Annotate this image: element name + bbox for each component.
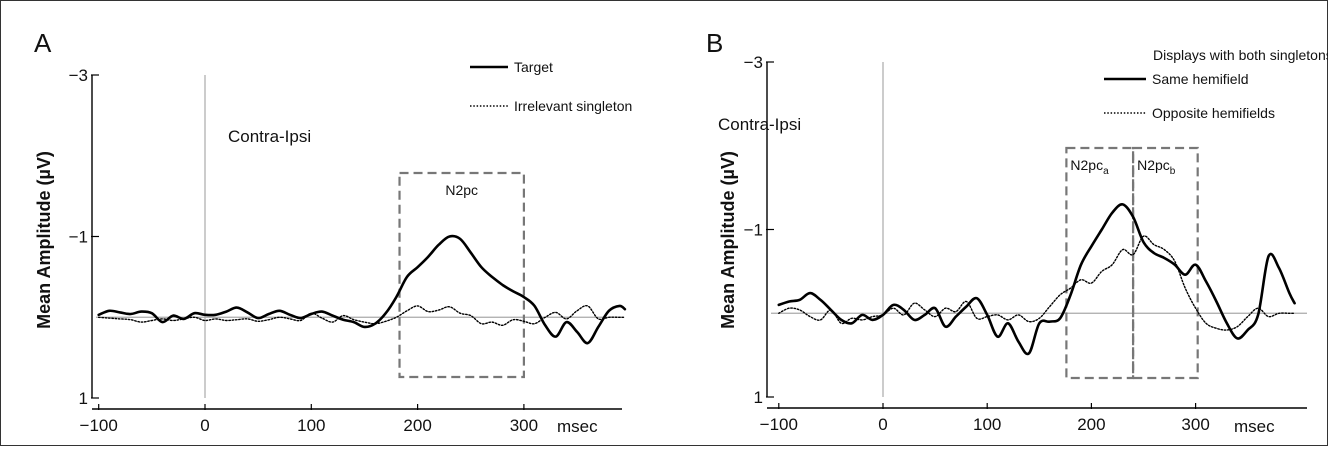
window-label-subscript: b [1170, 166, 1176, 177]
window-label: N2pcb [1137, 157, 1176, 177]
x-tick-label: 200 [1077, 415, 1105, 434]
contra-ipsi-annotation: Contra-Ipsi [228, 127, 311, 146]
x-tick-label: 300 [1181, 415, 1209, 434]
analysis-window [1131, 146, 1199, 380]
x-unit-label: msec [1234, 417, 1275, 436]
x-tick-label: 100 [297, 416, 325, 435]
legend-title: Displays with both singletons [1153, 47, 1328, 63]
y-tick-label: 1 [79, 389, 88, 408]
analysis-window [398, 171, 525, 379]
y-tick-label: −3 [69, 66, 88, 85]
y-tick-label: 1 [754, 388, 763, 407]
y-axis-label: Mean Amplitude (µV) [34, 151, 54, 329]
legend-entry-label: Irrelevant singleton [514, 98, 632, 114]
legend-entry-label: Target [514, 59, 553, 75]
series-line-irrelevant-singleton [98, 304, 626, 327]
window-label: N2pc [445, 182, 478, 198]
legend-entry-label: Same hemifield [1152, 71, 1249, 87]
chart-panel-B: B −3 −1 1 −100 0 100 200 300 msec Mean Amplitude (… [706, 28, 1328, 436]
panel-letter: B [706, 28, 723, 58]
panel-letter: A [34, 28, 52, 58]
x-tick-label: −100 [80, 416, 118, 435]
series-line-opposite-hemifields [778, 235, 1296, 331]
panels: A −3 −1 1 −100 0 100 200 300 msec Mean Amplitude (… [34, 28, 1328, 436]
x-unit-label: msec [557, 417, 598, 436]
series-line-target [97, 234, 627, 345]
chart-panel-A: A −3 −1 1 −100 0 100 200 300 msec Mean Amplitude (… [34, 28, 632, 436]
series-line-same-hemifield [777, 203, 1296, 356]
x-tick-label: 0 [878, 415, 887, 434]
analysis-window [1065, 146, 1135, 380]
y-tick-label: −1 [744, 221, 763, 240]
x-tick-label: 100 [973, 415, 1001, 434]
contra-ipsi-annotation: Contra-Ipsi [718, 115, 801, 134]
x-tick-label: 0 [200, 416, 209, 435]
window-label-subscript: a [1103, 166, 1109, 177]
window-label: N2pca [1070, 157, 1109, 177]
window-label-main: N2pc [1070, 157, 1103, 173]
y-tick-label: −1 [69, 228, 88, 247]
y-tick-label: −3 [744, 53, 763, 72]
window-label-main: N2pc [1137, 157, 1170, 173]
legend-entry-label: Opposite hemifields [1152, 105, 1275, 121]
x-tick-label: 200 [403, 416, 431, 435]
x-tick-label: −100 [760, 415, 798, 434]
x-tick-label: 300 [510, 416, 538, 435]
y-axis-label: Mean Amplitude (µV) [718, 151, 738, 329]
